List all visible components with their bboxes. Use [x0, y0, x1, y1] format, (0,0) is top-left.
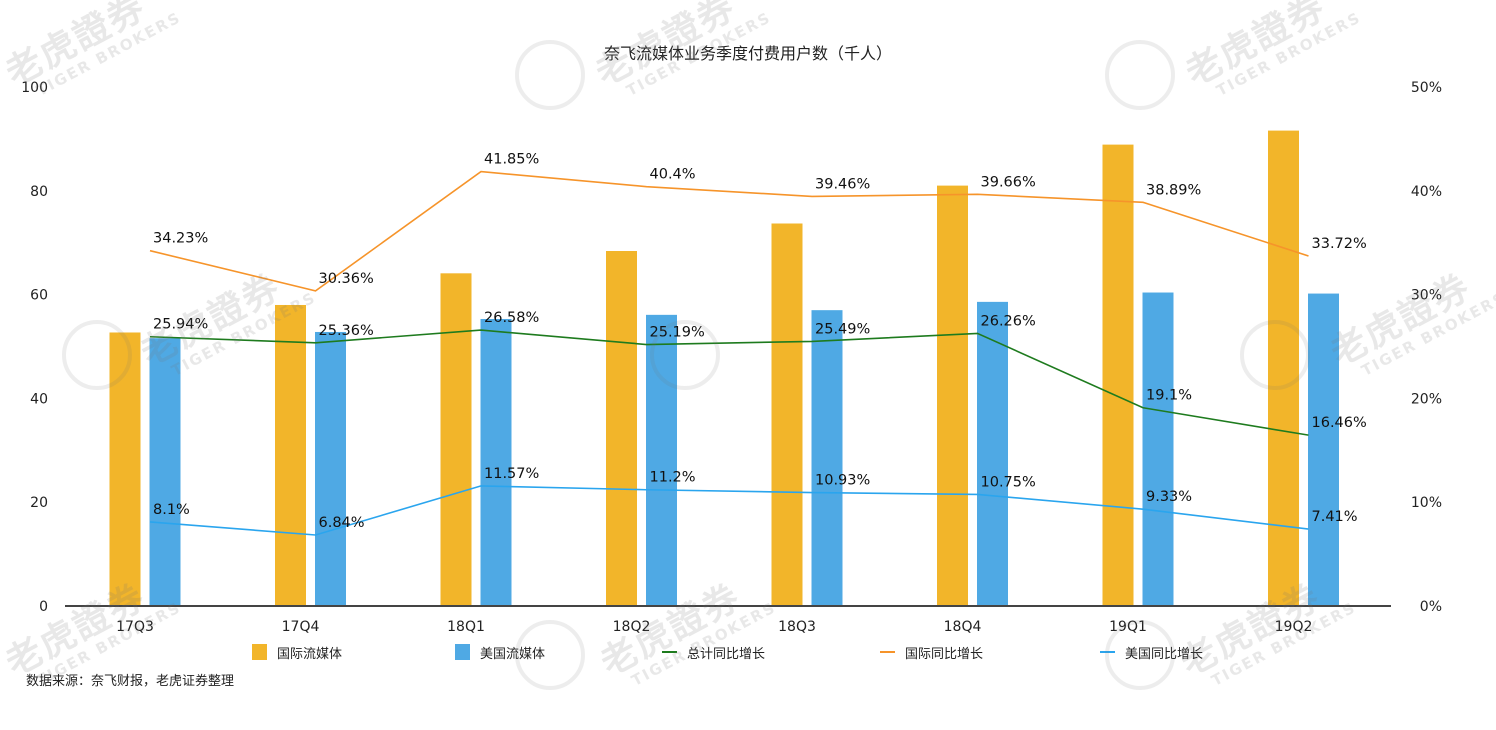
legend-swatch-square-icon: [252, 644, 267, 660]
data-label: 7.41%: [1312, 509, 1358, 525]
data-label: 25.94%: [153, 317, 208, 333]
data-label: 40.4%: [650, 167, 696, 183]
data-label: 25.49%: [815, 321, 870, 337]
chart-title: 奈飞流媒体业务季度付费用户数（千人）: [603, 44, 892, 63]
legend-swatch-line-icon: [662, 651, 677, 653]
bar: [811, 310, 843, 606]
x-axis-tick-label: 18Q1: [447, 619, 485, 635]
line-series: [149, 329, 1309, 436]
bar: [1142, 292, 1174, 606]
line-series: [149, 170, 1309, 292]
data-label: 30.36%: [319, 271, 374, 287]
x-axis-tick-label: 19Q2: [1275, 619, 1313, 635]
bar: [646, 314, 677, 606]
y2-axis-tick-label: 40%: [1411, 184, 1442, 200]
bar: [977, 301, 1008, 606]
y-axis-tick-label: 60: [30, 288, 48, 304]
legend-item: 美国同比增长: [1100, 642, 1203, 662]
legend-label: 总计同比增长: [687, 646, 766, 662]
legend-item: 总计同比增长: [662, 642, 765, 662]
legend-item: 美国流媒体: [455, 642, 545, 662]
legend-swatch-line-icon: [880, 651, 895, 653]
bar: [480, 318, 512, 606]
data-label: 19.1%: [1146, 388, 1192, 404]
bar: [275, 304, 306, 606]
data-label: 11.2%: [650, 470, 696, 486]
bar: [1102, 144, 1134, 606]
x-axis-tick-label: 17Q4: [282, 619, 320, 635]
data-label: 25.19%: [650, 325, 705, 341]
line-series: [149, 485, 1309, 536]
legend-item: 国际同比增长: [880, 642, 983, 662]
x-axis-tick-label: 19Q1: [1109, 619, 1147, 635]
data-label: 16.46%: [1312, 415, 1367, 431]
y2-axis-tick-label: 10%: [1411, 495, 1442, 511]
data-label: 9.33%: [1146, 489, 1192, 505]
y2-axis-tick-label: 50%: [1411, 80, 1442, 96]
x-axis-tick-label: 18Q2: [613, 619, 651, 635]
y-axis-tick-label: 0: [39, 599, 48, 615]
y2-axis-tick-label: 0%: [1420, 599, 1442, 615]
data-label: 39.46%: [815, 176, 870, 192]
y-axis-tick-label: 20: [30, 495, 48, 511]
y2-axis-tick-label: 30%: [1411, 288, 1442, 304]
x-axis-tick-label: 18Q3: [778, 619, 816, 635]
data-label: 11.57%: [484, 466, 539, 482]
data-label: 10.93%: [815, 473, 870, 489]
bar: [606, 251, 637, 606]
legend-label: 美国同比增长: [1125, 646, 1204, 662]
data-label: 8.1%: [153, 502, 190, 518]
data-label: 38.89%: [1146, 182, 1201, 198]
data-label: 39.66%: [981, 174, 1036, 190]
source-note: 数据来源：奈飞财报，老虎证券整理: [26, 674, 235, 689]
data-label: 10.75%: [981, 474, 1036, 490]
data-label: 25.36%: [319, 323, 374, 339]
legend-item: 国际流媒体: [252, 642, 342, 662]
data-label: 41.85%: [484, 152, 539, 168]
data-label: 26.26%: [981, 313, 1036, 329]
data-label: 34.23%: [153, 231, 208, 247]
legend-label: 国际流媒体: [277, 646, 343, 662]
x-axis-tick-label: 17Q3: [116, 619, 154, 635]
bar: [1268, 130, 1299, 606]
data-label: 6.84%: [319, 515, 365, 531]
data-label: 26.58%: [484, 310, 539, 326]
legend-swatch-square-icon: [455, 644, 470, 660]
bar: [771, 223, 803, 606]
legend-label: 国际同比增长: [905, 646, 984, 662]
y-axis-tick-label: 100: [21, 80, 48, 96]
bar: [937, 185, 968, 607]
legend-swatch-line-icon: [1100, 651, 1115, 653]
y-axis-tick-label: 40: [30, 391, 48, 407]
data-label: 33.72%: [1312, 236, 1367, 252]
bar: [109, 332, 141, 606]
y-axis-tick-label: 80: [30, 184, 48, 200]
bar: [149, 338, 181, 606]
bar: [315, 331, 346, 606]
bar: [440, 273, 472, 606]
x-axis-tick-label: 18Q4: [944, 619, 982, 635]
bar: [1308, 293, 1339, 606]
legend-label: 美国流媒体: [480, 646, 546, 662]
y2-axis-tick-label: 20%: [1411, 391, 1442, 407]
